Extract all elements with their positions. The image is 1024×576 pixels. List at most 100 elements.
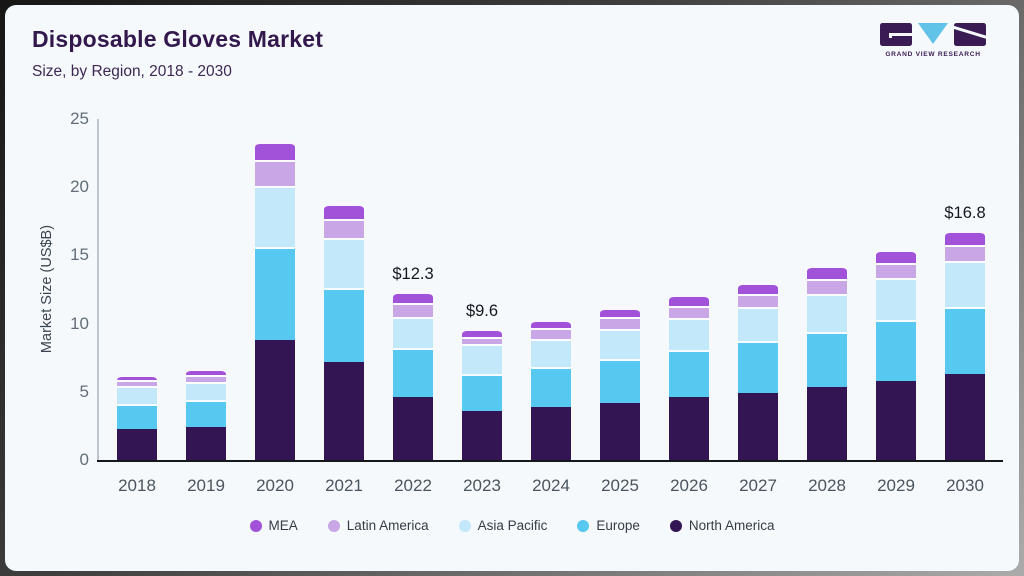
logo-marks: [880, 23, 986, 47]
segment-mea-2030[interactable]: [945, 230, 985, 245]
segment-latin-america-2028[interactable]: [807, 278, 847, 295]
chart-card: Disposable Gloves Market Size, by Region…: [5, 5, 1019, 571]
x-tick-2021: 2021: [325, 476, 363, 495]
segment-asia-pacific-2028[interactable]: [807, 294, 847, 333]
segment-europe-2026[interactable]: [669, 349, 709, 398]
segment-north-america-2022[interactable]: [393, 397, 433, 460]
x-tick-2018: 2018: [118, 476, 156, 495]
bar-2029[interactable]: [876, 249, 916, 460]
segment-latin-america-2027[interactable]: [738, 293, 778, 307]
page-subtitle: Size, by Region, 2018 - 2030: [32, 63, 232, 80]
bar-2027[interactable]: [738, 282, 778, 460]
segment-latin-america-2021[interactable]: [324, 218, 364, 238]
legend-item-asia-pacific[interactable]: Asia Pacific: [458, 518, 548, 533]
segment-europe-2030[interactable]: [945, 307, 985, 375]
segment-latin-america-2020[interactable]: [255, 159, 295, 186]
segment-latin-america-2022[interactable]: [393, 303, 433, 317]
x-tick-2025: 2025: [601, 476, 639, 495]
segment-asia-pacific-2022[interactable]: [393, 316, 433, 349]
segment-mea-2020[interactable]: [255, 142, 295, 160]
segment-mea-2029[interactable]: [876, 249, 916, 263]
segment-latin-america-2029[interactable]: [876, 262, 916, 278]
segment-mea-2028[interactable]: [807, 266, 847, 279]
segment-north-america-2020[interactable]: [255, 339, 295, 460]
segment-mea-2019[interactable]: [186, 368, 226, 375]
segment-north-america-2023[interactable]: [462, 410, 502, 460]
bar-2025[interactable]: [600, 307, 640, 460]
segment-latin-america-2019[interactable]: [186, 374, 226, 383]
bar-2020[interactable]: [255, 142, 295, 460]
bar-2028[interactable]: [807, 266, 847, 460]
segment-mea-2025[interactable]: [600, 307, 640, 318]
segment-asia-pacific-2021[interactable]: [324, 237, 364, 289]
segment-north-america-2018[interactable]: [117, 428, 157, 460]
legend-dot-mea: [249, 519, 262, 532]
segment-mea-2023[interactable]: [462, 329, 502, 338]
segment-mea-2022[interactable]: [393, 292, 433, 304]
segment-asia-pacific-2023[interactable]: [462, 344, 502, 375]
segment-north-america-2029[interactable]: [876, 380, 916, 460]
y-axis-line: [97, 119, 99, 460]
y-tick-15: 15: [70, 245, 89, 265]
value-label-2030: $16.8: [944, 203, 986, 222]
bar-2023[interactable]: [462, 329, 502, 460]
segment-north-america-2025[interactable]: [600, 402, 640, 460]
segment-latin-america-2024[interactable]: [531, 328, 571, 339]
segment-europe-2029[interactable]: [876, 320, 916, 381]
segment-north-america-2030[interactable]: [945, 374, 985, 460]
segment-europe-2022[interactable]: [393, 348, 433, 398]
legend-item-europe[interactable]: Europe: [577, 518, 640, 533]
segment-north-america-2024[interactable]: [531, 406, 571, 460]
segment-latin-america-2025[interactable]: [600, 317, 640, 330]
segment-europe-2021[interactable]: [324, 288, 364, 362]
segment-asia-pacific-2018[interactable]: [117, 386, 157, 405]
legend-item-mea[interactable]: MEA: [249, 518, 298, 533]
segment-asia-pacific-2029[interactable]: [876, 277, 916, 321]
bar-2019[interactable]: [186, 368, 226, 460]
segment-mea-2018[interactable]: [117, 375, 157, 381]
segment-mea-2026[interactable]: [669, 295, 709, 306]
value-label-2023: $9.6: [465, 302, 499, 321]
segment-asia-pacific-2027[interactable]: [738, 306, 778, 342]
logo-g-block: [880, 23, 912, 46]
bar-2021[interactable]: [324, 203, 364, 460]
segment-asia-pacific-2025[interactable]: [600, 329, 640, 360]
segment-europe-2023[interactable]: [462, 374, 502, 411]
segment-mea-2027[interactable]: [738, 282, 778, 294]
x-tick-2024: 2024: [532, 476, 570, 495]
bar-2030[interactable]: [945, 230, 985, 460]
segment-asia-pacific-2026[interactable]: [669, 318, 709, 350]
legend-item-north-america[interactable]: North America: [669, 518, 774, 533]
bar-2018[interactable]: [117, 375, 157, 460]
segment-asia-pacific-2030[interactable]: [945, 260, 985, 308]
segment-europe-2027[interactable]: [738, 341, 778, 394]
segment-north-america-2021[interactable]: [324, 361, 364, 460]
legend-label: Europe: [596, 518, 640, 533]
segment-europe-2019[interactable]: [186, 400, 226, 427]
bar-2022[interactable]: [393, 292, 433, 460]
bar-2024[interactable]: [531, 319, 571, 460]
segment-europe-2025[interactable]: [600, 359, 640, 403]
legend-item-latin-america[interactable]: Latin America: [327, 518, 429, 533]
segment-mea-2024[interactable]: [531, 319, 571, 329]
segment-latin-america-2023[interactable]: [462, 337, 502, 345]
brand-name: GRAND VIEW RESEARCH: [885, 51, 981, 58]
segment-asia-pacific-2024[interactable]: [531, 338, 571, 368]
segment-mea-2021[interactable]: [324, 203, 364, 219]
segment-north-america-2019[interactable]: [186, 426, 226, 460]
segment-north-america-2026[interactable]: [669, 397, 709, 460]
segment-asia-pacific-2020[interactable]: [255, 185, 295, 248]
segment-europe-2024[interactable]: [531, 367, 571, 407]
segment-europe-2020[interactable]: [255, 247, 295, 340]
bar-2026[interactable]: [669, 295, 709, 460]
segment-latin-america-2018[interactable]: [117, 380, 157, 387]
segment-north-america-2028[interactable]: [807, 387, 847, 460]
segment-europe-2028[interactable]: [807, 332, 847, 388]
segment-latin-america-2026[interactable]: [669, 305, 709, 319]
segment-asia-pacific-2019[interactable]: [186, 382, 226, 400]
segment-north-america-2027[interactable]: [738, 393, 778, 460]
segment-latin-america-2030[interactable]: [945, 244, 985, 261]
y-tick-10: 10: [70, 313, 89, 333]
segment-europe-2018[interactable]: [117, 404, 157, 429]
legend-label: Asia Pacific: [477, 518, 548, 533]
